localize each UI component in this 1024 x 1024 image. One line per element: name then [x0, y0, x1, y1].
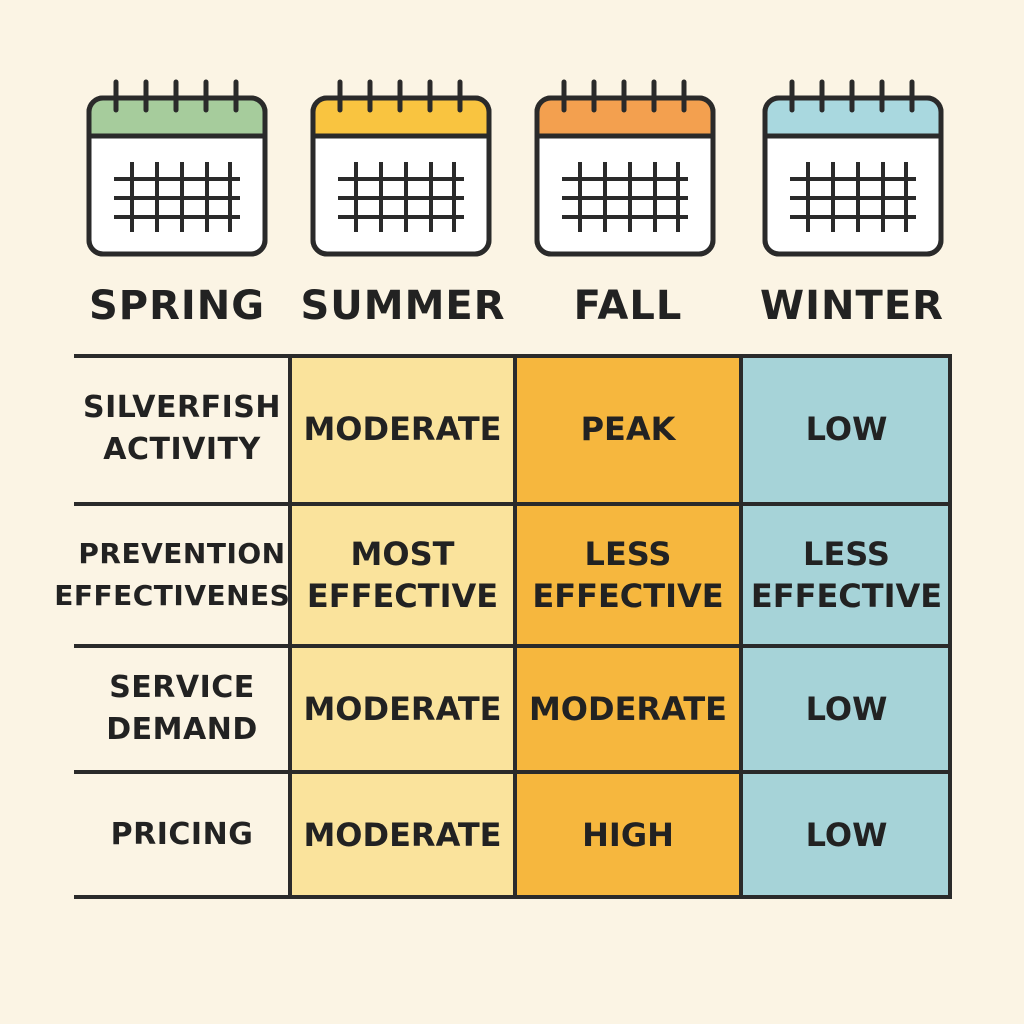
cell-fall-pricing: HIGH: [515, 772, 741, 897]
table-row: SERVICE DEMAND MODERATE MODERATE LOW: [74, 646, 952, 772]
season-label-summer: SUMMER: [300, 283, 506, 329]
row-label-pricing: PRICING: [110, 816, 254, 852]
cell-winter-prevention: LESS EFFECTIVE: [741, 504, 952, 646]
cell-summer-demand: MODERATE: [290, 646, 515, 772]
calendar-header-band: [313, 98, 489, 136]
season-label-spring: SPRING: [88, 283, 266, 329]
row-label-service-demand: SERVICE DEMAND: [106, 670, 258, 747]
table-row: SILVERFISH ACTIVITY MODERATE PEAK LOW: [74, 354, 952, 504]
calendar-row: SPRING SUMMER FALL WINTER: [0, 0, 1024, 340]
calendar-header-band: [89, 98, 265, 136]
cell-winter-pricing: LOW: [741, 772, 952, 897]
table-column-divider: [513, 354, 517, 899]
table-row: PRICING MODERATE HIGH LOW: [74, 772, 952, 897]
cell-fall-prevention: LESS EFFECTIVE: [515, 504, 741, 646]
cell-fall-activity: PEAK: [515, 354, 741, 504]
seasonal-table: SILVERFISH ACTIVITY MODERATE PEAK LOW PR…: [54, 354, 952, 899]
fall-calendar-icon: [534, 76, 724, 266]
cell-winter-demand: LOW: [741, 646, 952, 772]
summer-calendar-icon: [310, 76, 500, 266]
table-right-border: [948, 354, 952, 899]
table-column-divider: [288, 354, 292, 899]
cell-summer-pricing: MODERATE: [290, 772, 515, 897]
cell-summer-prevention: MOST EFFECTIVE: [290, 504, 515, 646]
row-label-prevention-effectiveness: PREVENTION EFFECTIVENESS: [54, 537, 310, 612]
spring-calendar-icon: [86, 76, 276, 266]
row-label-silverfish-activity: SILVERFISH ACTIVITY: [83, 390, 281, 467]
cell-summer-activity: MODERATE: [290, 354, 515, 504]
cell-winter-activity: LOW: [741, 354, 952, 504]
season-label-fall: FALL: [573, 283, 683, 329]
calendar-header-band: [765, 98, 941, 136]
table-column-divider: [739, 354, 743, 899]
winter-calendar-icon: [762, 76, 952, 266]
calendar-header-band: [537, 98, 713, 136]
cell-fall-demand: MODERATE: [515, 646, 741, 772]
season-label-winter: WINTER: [760, 283, 944, 329]
table-row: PREVENTION EFFECTIVENESS MOST EFFECTIVE …: [54, 504, 952, 646]
